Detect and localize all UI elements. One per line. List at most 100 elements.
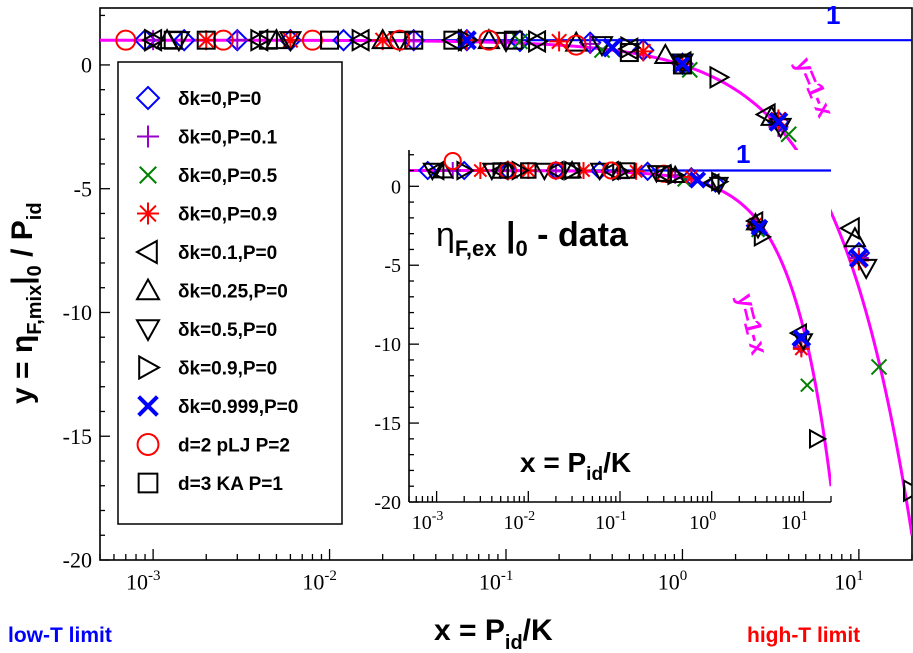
inset-data-point bbox=[433, 159, 455, 179]
inset-data-points bbox=[417, 151, 828, 450]
main-data-point bbox=[870, 358, 888, 376]
main-y-tick-label: -15 bbox=[63, 424, 92, 449]
inset-data-point bbox=[520, 162, 537, 179]
main-y-label-bar: | bbox=[6, 276, 39, 284]
legend-marker bbox=[136, 433, 160, 456]
inset-data-point bbox=[563, 162, 581, 179]
inset-x-axis-label: x = Pid/K bbox=[520, 447, 631, 485]
legend-label: δk=0.9,P=0 bbox=[178, 359, 277, 380]
legend-label: δk=0.1,P=0 bbox=[178, 243, 277, 264]
main-data-point bbox=[404, 30, 424, 50]
main-y-axis-label: y = ηF,mix|0 / Pid bbox=[6, 202, 46, 404]
main-data-point bbox=[172, 28, 196, 52]
main-data-point bbox=[768, 111, 789, 132]
main-x-tick-label: 101 bbox=[834, 568, 864, 595]
inset-y-tick-label: 0 bbox=[391, 176, 401, 198]
main-data-point bbox=[672, 53, 693, 74]
inset-x-label-main: x = P bbox=[520, 447, 586, 478]
main-x-tick-label: 10-3 bbox=[126, 568, 161, 595]
main-x-tick-label: 100 bbox=[658, 568, 688, 595]
inset-series-10 bbox=[492, 162, 672, 182]
main-data-point bbox=[564, 30, 588, 52]
inset-x-tick-label: 100 bbox=[689, 509, 716, 534]
legend-marker bbox=[137, 202, 159, 225]
main-series-10 bbox=[163, 30, 692, 75]
main-y-tick-label: -5 bbox=[74, 176, 92, 201]
main-data-point bbox=[403, 30, 424, 51]
inset-x-tick-label: 10-2 bbox=[503, 509, 535, 534]
main-y-label-pre: y = η bbox=[6, 335, 39, 404]
main-data-point bbox=[848, 248, 869, 268]
main-data-points bbox=[115, 28, 912, 503]
legend-marker bbox=[134, 239, 158, 265]
legend-marker bbox=[137, 472, 159, 494]
inset-data-point bbox=[456, 160, 475, 181]
inset-title-sub2: 0 bbox=[515, 236, 527, 261]
main-y-label-sub3: id bbox=[24, 202, 46, 220]
inset-x-tick-label: 101 bbox=[781, 509, 808, 534]
main-y-label-sub2: 0 bbox=[24, 265, 46, 276]
main-data-point bbox=[528, 29, 550, 54]
inset-data-point bbox=[808, 428, 828, 450]
inset-y-tick-label: -20 bbox=[374, 492, 401, 514]
inset-x-tick-label: 10-3 bbox=[412, 509, 444, 534]
main-data-point bbox=[332, 28, 355, 52]
main-data-point bbox=[565, 34, 587, 56]
main-y-label-sub1: F,mix bbox=[24, 285, 46, 335]
legend-label: d=3 KA P=1 bbox=[178, 474, 283, 495]
inset-ticks: 0 -5 -10 -15 -20 10-3 10-2 10-1 100 101 bbox=[374, 154, 832, 534]
main-reference-line-label: 1 bbox=[826, 0, 840, 30]
inset-data-point bbox=[619, 162, 636, 179]
main-y-label-mid: / P bbox=[6, 220, 39, 265]
inset-data-point bbox=[600, 160, 619, 181]
main-data-point bbox=[709, 65, 731, 90]
low-t-limit-label: low-T limit bbox=[8, 624, 112, 647]
main-x-label-tail: /K bbox=[523, 614, 553, 647]
main-x-axis-label: x = Pid/K bbox=[434, 614, 553, 653]
high-t-limit-label: high-T limit bbox=[747, 624, 860, 647]
inset-y-tick-label: -10 bbox=[374, 334, 401, 356]
inset-title-sub: F,ex bbox=[455, 236, 497, 261]
main-data-point bbox=[838, 216, 860, 241]
main-data-point bbox=[670, 53, 695, 75]
legend-items: δk=0,P=0 δk=0,P=0.1 δk=0,P=0.5 δk=0,P=0.9 δk… bbox=[134, 85, 298, 495]
main-data-point bbox=[478, 29, 500, 51]
legend-marker bbox=[135, 277, 161, 301]
main-data-point bbox=[320, 30, 340, 50]
inset-series-8 bbox=[688, 171, 810, 347]
legend-label: δk=0,P=0.9 bbox=[178, 205, 277, 226]
main-data-point bbox=[163, 30, 183, 50]
legend-marker bbox=[135, 319, 161, 343]
main-data-point bbox=[854, 258, 878, 280]
main-x-label-main: x = P bbox=[434, 614, 505, 647]
inset-x-label-tail: /K bbox=[603, 447, 631, 478]
main-data-point bbox=[389, 29, 411, 51]
inset-data-point bbox=[750, 218, 768, 236]
main-data-point bbox=[759, 104, 784, 126]
main-data-point bbox=[590, 36, 614, 58]
legend-label: δk=0,P=0 bbox=[178, 89, 261, 110]
inset-x-label-sub: id bbox=[586, 464, 603, 485]
main-data-point bbox=[351, 28, 373, 52]
legend-label: δk=0,P=0.5 bbox=[178, 166, 278, 187]
main-data-point bbox=[115, 29, 137, 51]
inset-data-point bbox=[800, 378, 815, 393]
legend: δk=0,P=0 δk=0,P=0.1 δk=0,P=0.5 δk=0,P=0.9 δk… bbox=[117, 61, 343, 525]
inset-title-bar: | bbox=[497, 216, 516, 254]
inset-background bbox=[409, 150, 831, 502]
main-y-tick-label: -10 bbox=[63, 300, 92, 325]
inset-data-point bbox=[667, 165, 686, 186]
inset-plot-area: 0 -5 -10 -15 -20 10-3 10-2 10-1 100 101 bbox=[374, 150, 832, 534]
main-curve-label: y=1-x bbox=[789, 54, 838, 122]
inset-y-tick-label: -15 bbox=[374, 413, 401, 435]
main-data-point bbox=[602, 37, 623, 58]
main-data-point bbox=[619, 43, 639, 63]
inset-data-point bbox=[422, 162, 443, 182]
main-data-point bbox=[903, 478, 912, 503]
legend-label: δk=0.5,P=0 bbox=[178, 320, 277, 341]
main-data-point bbox=[196, 30, 216, 50]
inset-data-point bbox=[481, 162, 503, 182]
main-data-point bbox=[457, 28, 479, 52]
